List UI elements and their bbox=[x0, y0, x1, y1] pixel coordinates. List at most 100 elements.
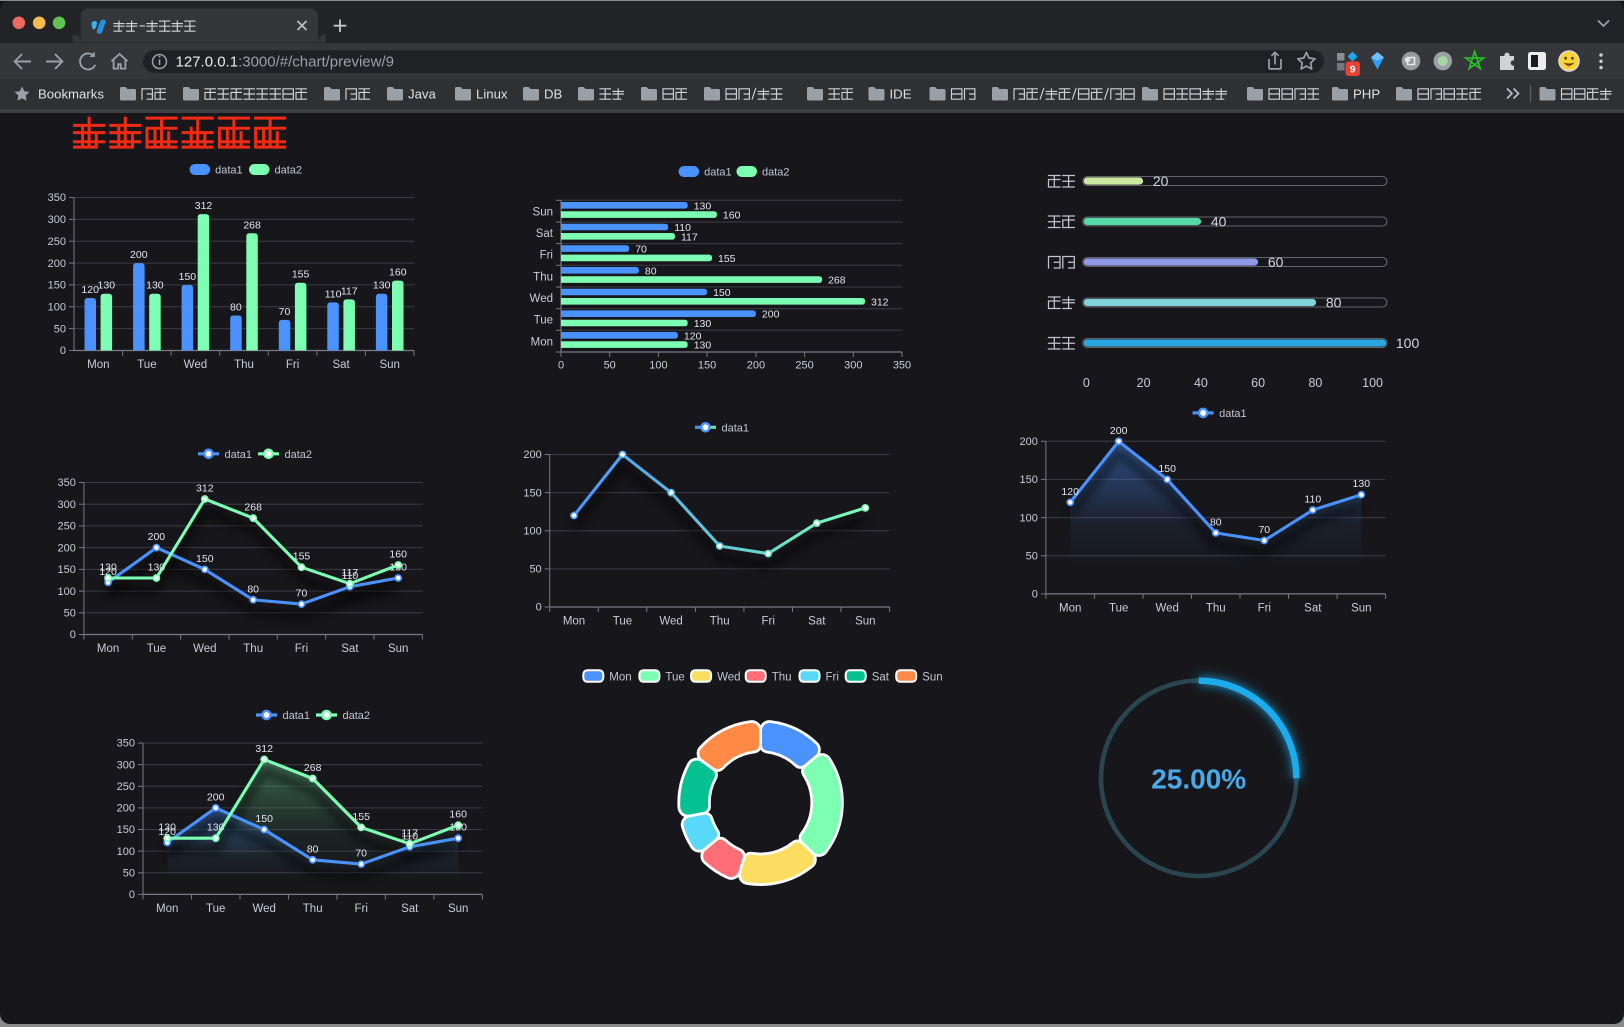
svg-text:Thu: Thu bbox=[243, 643, 263, 655]
svg-text:117: 117 bbox=[341, 285, 358, 297]
svg-text:150: 150 bbox=[179, 271, 197, 283]
svg-text:150: 150 bbox=[196, 553, 214, 565]
svg-text:data2: data2 bbox=[343, 710, 371, 722]
svg-text:40: 40 bbox=[1194, 376, 1208, 390]
svg-text:Tue: Tue bbox=[1109, 602, 1128, 614]
svg-text:20: 20 bbox=[1137, 376, 1151, 390]
svg-text:200: 200 bbox=[747, 360, 765, 372]
svg-text:60: 60 bbox=[1251, 376, 1265, 390]
svg-text:350: 350 bbox=[48, 192, 66, 204]
svg-text:155: 155 bbox=[293, 551, 311, 563]
svg-text:data2: data2 bbox=[762, 167, 790, 179]
svg-text:Wed: Wed bbox=[252, 903, 275, 915]
svg-text:0: 0 bbox=[1032, 589, 1038, 601]
svg-text:300: 300 bbox=[117, 759, 135, 771]
svg-text:Java: Java bbox=[408, 86, 437, 101]
svg-text:117: 117 bbox=[342, 567, 359, 579]
svg-text:50: 50 bbox=[54, 323, 66, 335]
svg-text:70: 70 bbox=[635, 244, 647, 256]
svg-text:Wed: Wed bbox=[530, 293, 553, 305]
svg-text:200: 200 bbox=[130, 249, 148, 261]
svg-text:0: 0 bbox=[558, 360, 564, 372]
svg-text:300: 300 bbox=[844, 360, 862, 372]
svg-text:Sat: Sat bbox=[1304, 602, 1322, 614]
svg-text:268: 268 bbox=[244, 502, 262, 514]
svg-text:Mon: Mon bbox=[97, 643, 119, 655]
svg-text:Tue: Tue bbox=[137, 359, 156, 371]
svg-text:80: 80 bbox=[645, 265, 657, 277]
svg-text:130: 130 bbox=[694, 200, 712, 212]
svg-text:200: 200 bbox=[117, 803, 135, 815]
svg-text:80: 80 bbox=[1308, 376, 1322, 390]
svg-text:350: 350 bbox=[117, 738, 135, 750]
svg-text:Sun: Sun bbox=[448, 903, 468, 915]
svg-text:350: 350 bbox=[893, 360, 911, 372]
svg-text:40: 40 bbox=[1211, 214, 1227, 230]
svg-text:200: 200 bbox=[48, 258, 66, 270]
svg-text:155: 155 bbox=[352, 811, 370, 823]
svg-text:250: 250 bbox=[795, 360, 813, 372]
svg-text:130: 130 bbox=[158, 822, 176, 834]
svg-text:Mon: Mon bbox=[87, 359, 109, 371]
svg-text:200: 200 bbox=[148, 531, 166, 543]
svg-text:130: 130 bbox=[373, 280, 391, 292]
svg-text:70: 70 bbox=[355, 848, 367, 860]
svg-text:350: 350 bbox=[58, 477, 76, 489]
svg-text:150: 150 bbox=[48, 280, 66, 292]
svg-text:150: 150 bbox=[523, 487, 541, 499]
svg-text:200: 200 bbox=[207, 791, 225, 803]
svg-text:160: 160 bbox=[723, 210, 741, 222]
svg-text:312: 312 bbox=[196, 483, 214, 495]
svg-text:160: 160 bbox=[389, 549, 407, 561]
svg-text:Fri: Fri bbox=[354, 903, 367, 915]
svg-text:20: 20 bbox=[1153, 173, 1169, 189]
svg-text:data2: data2 bbox=[275, 165, 303, 177]
svg-text:Linux: Linux bbox=[476, 86, 508, 101]
svg-text:300: 300 bbox=[48, 214, 66, 226]
svg-text:Sat: Sat bbox=[872, 671, 890, 683]
svg-text:Sat: Sat bbox=[332, 359, 350, 371]
svg-text:data2: data2 bbox=[285, 449, 313, 461]
svg-text:312: 312 bbox=[871, 296, 889, 308]
svg-text:150: 150 bbox=[698, 360, 716, 372]
svg-text:312: 312 bbox=[195, 200, 213, 212]
svg-text:Tue: Tue bbox=[665, 671, 684, 683]
svg-text:Sat: Sat bbox=[401, 903, 419, 915]
svg-text:250: 250 bbox=[48, 236, 66, 248]
svg-text:250: 250 bbox=[117, 781, 135, 793]
svg-text:Fri: Fri bbox=[826, 671, 839, 683]
svg-text:268: 268 bbox=[243, 219, 261, 231]
svg-text:Sun: Sun bbox=[1351, 602, 1371, 614]
svg-text:200: 200 bbox=[1110, 425, 1128, 437]
svg-text:0: 0 bbox=[536, 602, 542, 614]
svg-text:150: 150 bbox=[1158, 463, 1176, 475]
svg-text:155: 155 bbox=[292, 269, 310, 281]
svg-text:80: 80 bbox=[247, 583, 259, 595]
svg-text:0: 0 bbox=[70, 629, 76, 641]
svg-text:50: 50 bbox=[604, 360, 616, 372]
svg-text:130: 130 bbox=[98, 280, 116, 292]
svg-text:9: 9 bbox=[1350, 64, 1356, 76]
svg-text:data1: data1 bbox=[225, 449, 253, 461]
svg-text:100: 100 bbox=[48, 302, 66, 314]
svg-text:120: 120 bbox=[158, 826, 176, 838]
svg-text:120: 120 bbox=[1061, 486, 1079, 498]
svg-text:Sun: Sun bbox=[388, 643, 408, 655]
svg-text:100: 100 bbox=[649, 360, 667, 372]
svg-text:Bookmarks: Bookmarks bbox=[38, 86, 104, 101]
svg-text:IDE: IDE bbox=[890, 86, 912, 101]
svg-text:70: 70 bbox=[1258, 524, 1270, 536]
svg-text:50: 50 bbox=[64, 608, 76, 620]
svg-text:150: 150 bbox=[117, 824, 135, 836]
svg-text:120: 120 bbox=[99, 566, 117, 578]
svg-text:data1: data1 bbox=[1219, 408, 1247, 420]
svg-text:Wed: Wed bbox=[1155, 602, 1178, 614]
svg-text:Thu: Thu bbox=[710, 616, 730, 628]
svg-text:data1: data1 bbox=[283, 710, 311, 722]
svg-text:Thu: Thu bbox=[533, 271, 553, 283]
svg-text:150: 150 bbox=[713, 287, 731, 299]
svg-text:127.0.0.1:3000/#/chart/preview: 127.0.0.1:3000/#/chart/preview/9 bbox=[176, 53, 395, 70]
svg-text:117: 117 bbox=[681, 231, 698, 243]
svg-text:Thu: Thu bbox=[234, 359, 254, 371]
svg-text:200: 200 bbox=[762, 309, 780, 321]
